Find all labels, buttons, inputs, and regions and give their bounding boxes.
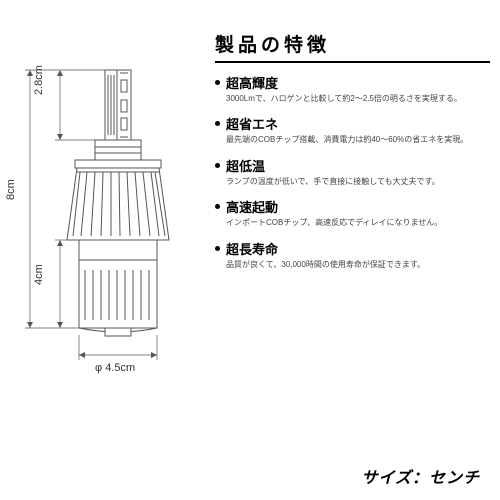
bullet-icon [215,246,220,251]
size-note: サイズ：センチ [361,464,480,488]
feature-desc: 品質が良くて、30,000時間の使用寿命が保証できます。 [215,260,490,270]
feature-name: 超低温 [226,156,265,175]
feature-name: 超長寿命 [226,239,278,258]
feature-desc: 最先端のCOBチップ搭載、消費電力は約40～60%の省エネを実現。 [215,135,490,145]
dim-height-total: 8cm [5,179,17,200]
features-panel: 製品の特徴 超高輝度 3000Lmで、ハロゲンと比較して約2～2.5倍の明るさを… [210,0,500,500]
feature-item: 超高輝度 3000Lmで、ハロゲンと比較して約2～2.5倍の明るさを実現する。 [215,73,490,104]
section-title: 製品の特徴 [215,30,490,57]
feature-name: 超高輝度 [226,73,278,92]
feature-desc: ランプの温度が低いで、手で直接に接触しても大丈夫です。 [215,177,490,187]
diagram-panel: 2.8cm 8cm 4cm φ 4.5cm [0,0,210,500]
bullet-icon [215,80,220,85]
bullet-icon [215,204,220,209]
dim-height-top: 2.8cm [33,65,45,95]
bullet-icon [215,163,220,168]
bullet-icon [215,121,220,126]
feature-item: 高速起動 インポートCOBチップ、高速反応でディレイになりません。 [215,197,490,228]
dim-height-base: 4cm [33,264,45,285]
feature-name: 高速起動 [226,197,278,216]
title-underline [215,61,490,63]
feature-item: 超低温 ランプの温度が低いで、手で直接に接触しても大丈夫です。 [215,156,490,187]
dim-diameter: φ 4.5cm [95,362,135,374]
feature-desc: 3000Lmで、ハロゲンと比較して約2～2.5倍の明るさを実現する。 [215,94,490,104]
feature-item: 超長寿命 品質が良くて、30,000時間の使用寿命が保証できます。 [215,239,490,270]
product-schematic [5,60,205,400]
feature-name: 超省エネ [226,114,278,133]
feature-desc: インポートCOBチップ、高速反応でディレイになりません。 [215,218,490,228]
feature-item: 超省エネ 最先端のCOBチップ搭載、消費電力は約40～60%の省エネを実現。 [215,114,490,145]
